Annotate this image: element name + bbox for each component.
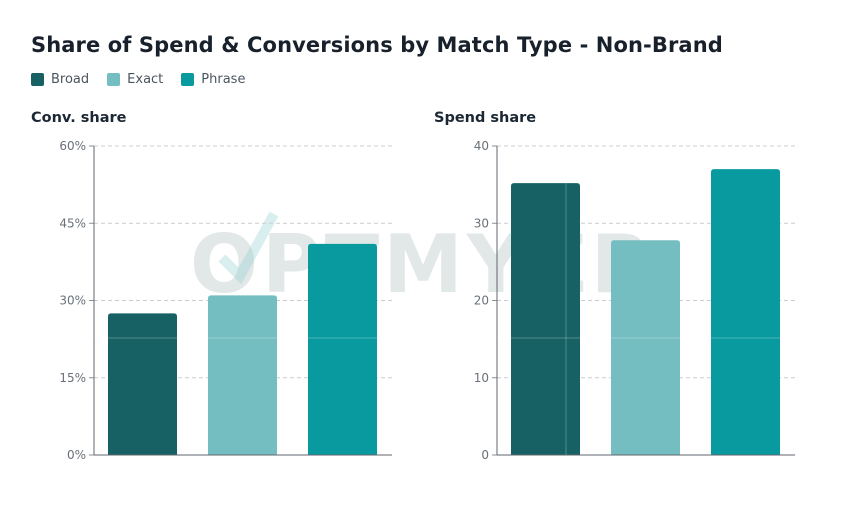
legend-label-phrase: Phrase bbox=[201, 72, 246, 87]
watermark-check-icon bbox=[218, 211, 279, 285]
legend-item-broad[interactable]: Broad bbox=[31, 72, 89, 87]
legend-swatch-broad bbox=[31, 73, 44, 86]
spend-ytick-label: 20 bbox=[474, 294, 489, 308]
spend-ytick-label: 0 bbox=[481, 448, 489, 462]
legend-item-phrase[interactable]: Phrase bbox=[181, 72, 245, 87]
legend-swatch-phrase bbox=[181, 73, 195, 86]
spend-ytick-label: 30 bbox=[474, 216, 489, 230]
conv-ytick-label: 30% bbox=[59, 294, 86, 308]
conv-share-panel-title: Conv. share bbox=[31, 110, 127, 126]
spend-bar-broad[interactable] bbox=[511, 183, 580, 455]
legend: Broad Exact Phrase bbox=[31, 72, 245, 87]
legend-swatch-exact bbox=[107, 73, 121, 86]
conv-bar-broad[interactable] bbox=[108, 313, 177, 455]
conv-share-chart: 0% 15% 30% 45% 60% bbox=[59, 139, 392, 462]
conv-bar-exact[interactable] bbox=[208, 295, 277, 455]
chart-title: Share of Spend & Conversions by Match Ty… bbox=[31, 33, 723, 57]
spend-share-panel-title: Spend share bbox=[434, 110, 537, 126]
spend-ytick-label: 10 bbox=[474, 371, 489, 385]
legend-label-broad: Broad bbox=[51, 72, 90, 87]
spend-ytick-label: 40 bbox=[474, 139, 489, 153]
legend-item-exact[interactable]: Exact bbox=[107, 72, 163, 87]
conv-bar-phrase[interactable] bbox=[308, 243, 377, 455]
spend-bar-exact[interactable] bbox=[611, 240, 680, 455]
spend-bar-phrase[interactable] bbox=[711, 169, 780, 456]
conv-ytick-label: 60% bbox=[59, 139, 86, 153]
conv-ytick-label: 15% bbox=[59, 371, 86, 385]
spend-share-chart: 0 10 20 30 40 bbox=[474, 139, 795, 462]
conv-ytick-label: 0% bbox=[67, 448, 86, 462]
conv-ytick-label: 45% bbox=[59, 216, 86, 230]
legend-label-exact: Exact bbox=[127, 72, 164, 87]
